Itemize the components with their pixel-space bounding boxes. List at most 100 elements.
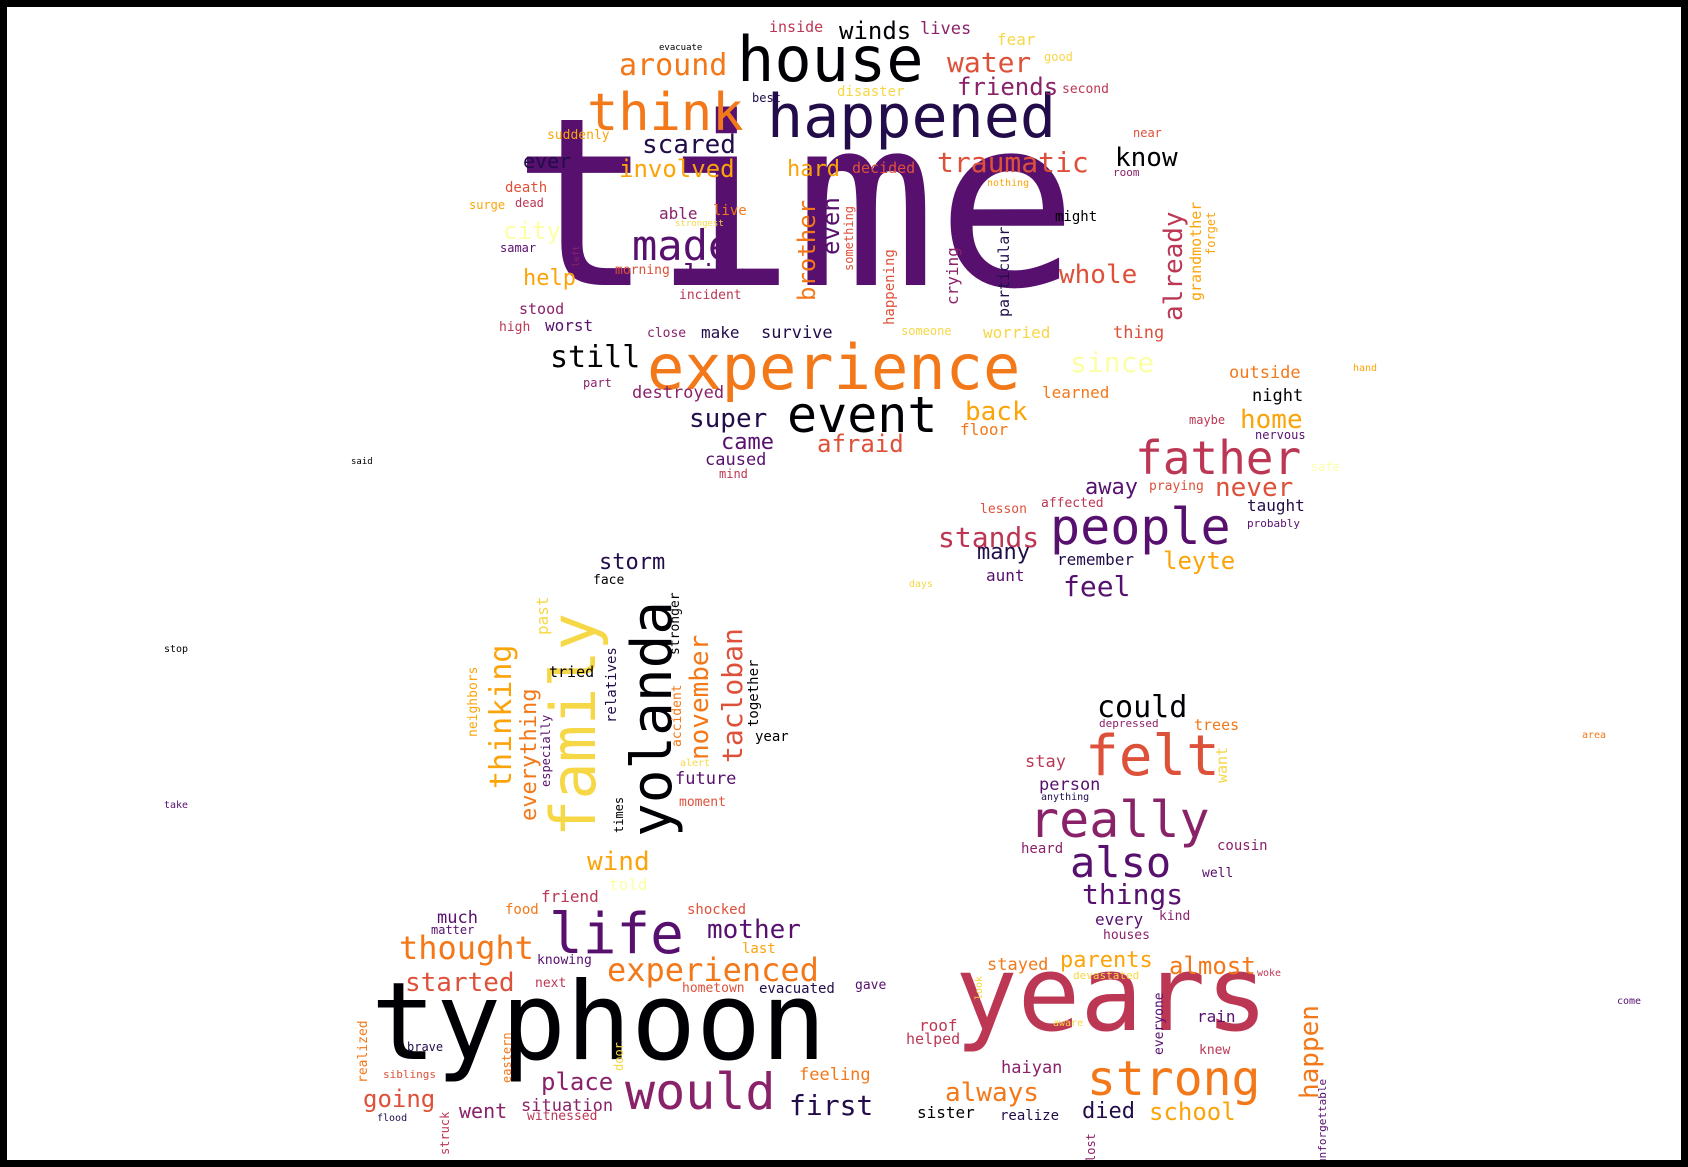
word-unforgettable: unforgettable [1316,1078,1329,1165]
word-died: died [1082,1099,1135,1124]
word-father: father [1135,431,1302,485]
word-surge: surge [469,198,506,212]
word-every: every [1095,910,1144,929]
word-evacuate: evacuate [659,43,703,53]
word-parents: parents [1060,948,1153,973]
word-since: since [1070,346,1155,379]
word-night: night [1252,386,1304,406]
word-witnessed: witnessed [527,1109,598,1124]
word-thing: thing [1113,323,1165,343]
word-times: times [612,796,626,833]
word-around: around [619,48,728,83]
word-second: second [1062,82,1109,97]
word-incident: incident [679,288,742,303]
word-nervous: nervous [1255,428,1306,442]
word-ever: ever [523,149,572,173]
word-trees: trees [1194,716,1240,734]
word-hand: hand [1353,363,1378,374]
word-outside: outside [1229,363,1301,383]
word-learned: learned [1042,383,1110,402]
word-whole: whole [1059,260,1138,290]
word-much: much [437,908,478,928]
word-something: something [842,205,856,271]
word-many: many [977,540,1030,565]
word-place: place [541,1068,614,1096]
word-want: want [1213,746,1231,783]
word-heard: heard [1021,841,1064,857]
word-never: never [1215,473,1294,503]
word-crying: crying [943,247,962,305]
word-struck: struck [438,1111,452,1155]
word-worst: worst [545,316,594,335]
word-death: death [505,180,548,196]
word-samar: samar [500,241,537,255]
word-accident: accident [670,684,685,747]
word-rain: rain [1197,1007,1236,1026]
word-disaster: disaster [837,84,905,100]
word-fear: fear [997,30,1036,49]
word-person: person [1039,775,1101,795]
word-life: life [549,902,684,967]
word-particular: particular [995,226,1013,317]
word-even: even [817,197,845,255]
word-live: live [713,203,747,219]
word-winds: winds [839,17,912,45]
word-typhoon: typhoon [371,960,827,1085]
word-super: super [689,404,768,434]
word-experience: experience [647,331,1021,404]
word-year: year [755,729,789,745]
word-home: home [1240,405,1303,435]
word-good: good [1044,50,1073,64]
word-face: face [593,573,625,588]
word-hard: hard [787,157,840,182]
word-worried: worried [983,323,1051,342]
word-aware: aware [1053,1018,1084,1029]
word-november: november [685,634,715,760]
word-already: already [1159,211,1189,321]
word-scared: scared [642,130,736,160]
word-would: would [625,1063,776,1121]
word-strongest: strongest [675,219,724,229]
word-future: future [675,769,737,789]
word-thought: thought [399,929,534,967]
word-away: away [1085,475,1138,500]
word-look: look [974,975,985,1000]
word-storm: storm [599,550,666,575]
word-taught: taught [1247,496,1305,515]
word-went: went [459,1099,508,1123]
word-relatives: relatives [604,647,620,723]
word-might: might [1055,209,1098,225]
word-close: close [647,326,687,341]
word-high: high [499,320,531,335]
word-matter: matter [431,923,475,937]
word-days: days [909,579,934,590]
word-able: able [659,204,698,223]
word-leyte: leyte [1163,547,1236,575]
word-house: house [737,23,924,96]
word-knew: knew [1199,1043,1231,1058]
word-tacloban: tacloban [716,628,749,763]
word-lost: lost [1084,1133,1098,1162]
word-felt: felt [1085,724,1220,789]
word-maybe: maybe [1189,413,1226,427]
word-part: part [583,376,612,390]
word-still: still [550,340,641,375]
word-door: door [612,1042,626,1071]
word-realized: realized [356,1020,371,1083]
word-everything: everything [517,688,542,821]
word-siblings: siblings [383,1068,436,1081]
word-made: made [632,221,734,270]
word-city: city [503,217,561,245]
word-shocked: shocked [687,902,747,918]
word-probably: probably [1247,517,1300,530]
word-brave: brave [407,1040,444,1054]
word-almost: almost [1169,952,1256,980]
word-could: could [1097,690,1188,725]
word-dead: dead [515,196,544,210]
word-time: time [512,68,1078,341]
word-forget: forget [1204,211,1218,255]
word-praying: praying [1149,479,1204,494]
word-cousin: cousin [1217,838,1268,854]
word-last: last [742,941,776,957]
